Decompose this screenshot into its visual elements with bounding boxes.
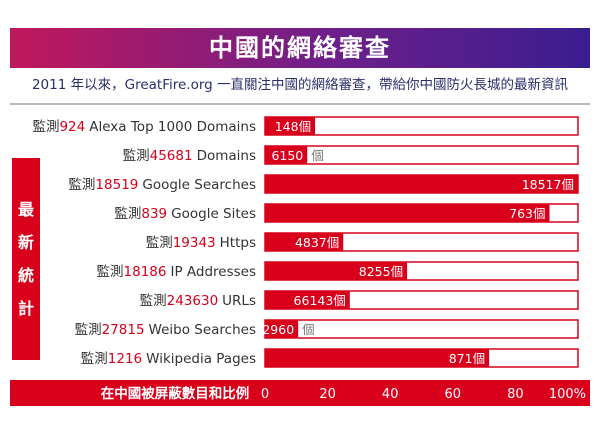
tick-label: 0 [261, 387, 269, 402]
tick-label: 20 [319, 387, 336, 402]
row-label: 監測243630 URLs [140, 292, 256, 309]
row-label: 監測18186 IP Addresses [97, 263, 256, 280]
row-label: 監測19343 Https [146, 234, 256, 251]
row-category: IP Addresses [170, 264, 256, 280]
data-label: 8255個 [359, 264, 403, 279]
row-category: Domains [197, 148, 256, 164]
data-label: 871個 [449, 351, 485, 366]
row-category: Google Searches [142, 177, 256, 193]
row-category: Alexa Top 1000 Domains [89, 119, 256, 135]
row-label: 監測924 Alexa Top 1000 Domains [32, 118, 256, 135]
table-row: 監測27815 Weibo Searches 2960 個 [75, 319, 579, 339]
row-prefix: 監測 [114, 205, 141, 222]
table-row: 監測243630 URLs 66143個 [140, 290, 579, 310]
table-row: 監測18186 IP Addresses 8255個 [97, 261, 579, 281]
row-prefix: 監測 [75, 321, 102, 338]
row-count: 27815 [102, 322, 145, 338]
row-label: 監測839 Google Sites [114, 205, 256, 222]
row-category: Google Sites [171, 206, 256, 222]
table-row: 監測924 Alexa Top 1000 Domains 148個 [32, 116, 579, 136]
bar [265, 204, 550, 222]
data-label: 6150 [271, 148, 303, 163]
x-axis-ticks: 0 20 40 60 80 100% [261, 387, 586, 402]
data-label-suffix: 個 [302, 322, 315, 337]
x-axis-title: 在中國被屏蔽數目和比例 [101, 385, 250, 402]
row-category: Https [220, 235, 256, 251]
row-count: 243630 [167, 293, 219, 309]
row-count: 18519 [95, 177, 138, 193]
page-subtitle: 2011 年以來，GreatFire.org 一直關注中國的網絡審查，帶給你中國… [31, 77, 569, 93]
side-label-char: 最 [17, 200, 34, 219]
row-label: 監測27815 Weibo Searches [75, 321, 256, 338]
row-count: 18186 [124, 264, 167, 280]
row-count: 839 [141, 206, 167, 222]
table-row: 監測45681 Domains 6150 個 [123, 145, 579, 165]
data-label: 2960 [262, 322, 294, 337]
row-prefix: 監測 [97, 263, 124, 280]
row-prefix: 監測 [81, 350, 108, 367]
bar [265, 146, 308, 164]
page-title: 中國的網絡審查 [10, 28, 590, 68]
row-category: URLs [222, 293, 256, 309]
bar [265, 349, 490, 367]
bar [265, 233, 344, 251]
data-label: 18517個 [522, 177, 574, 192]
table-row: 監測18519 Google Searches 18517個 [68, 174, 579, 194]
row-prefix: 監測 [146, 234, 173, 251]
row-prefix: 監測 [32, 118, 59, 135]
bar [265, 291, 350, 309]
tick-label: 60 [445, 387, 462, 402]
row-category: Weibo Searches [149, 322, 256, 338]
row-prefix: 監測 [68, 176, 95, 193]
bar [265, 320, 299, 338]
table-row: 監測19343 Https 4837個 [146, 232, 579, 252]
table-row: 監測1216 Wikipedia Pages 871個 [81, 348, 579, 368]
bar [265, 262, 408, 280]
divider [10, 103, 590, 105]
row-category: Wikipedia Pages [146, 351, 256, 367]
side-label-char: 計 [17, 299, 34, 318]
row-label: 監測18519 Google Searches [68, 176, 256, 193]
row-count: 19343 [173, 235, 216, 251]
data-label: 4837個 [295, 235, 339, 250]
tick-label: 100% [549, 387, 586, 402]
tick-label: 80 [507, 387, 524, 402]
row-count: 924 [59, 119, 85, 135]
row-count: 1216 [108, 351, 142, 367]
data-label-suffix: 個 [311, 148, 324, 163]
side-label-char: 新 [17, 233, 34, 252]
side-label-latest-stats: 最新統計 [12, 158, 40, 360]
row-label: 監測1216 Wikipedia Pages [81, 350, 256, 367]
x-axis-bar [10, 380, 590, 406]
row-prefix: 監測 [140, 292, 167, 309]
bar [265, 175, 578, 193]
data-label: 66143個 [294, 293, 346, 308]
data-label: 763個 [509, 206, 545, 221]
table-row: 監測839 Google Sites 763個 [114, 203, 579, 223]
row-count: 45681 [150, 148, 193, 164]
data-label: 148個 [275, 119, 311, 134]
row-prefix: 監測 [123, 147, 150, 164]
bar [265, 117, 316, 135]
row-label: 監測45681 Domains [123, 147, 256, 164]
side-label-char: 統 [17, 266, 34, 285]
tick-label: 40 [382, 387, 399, 402]
